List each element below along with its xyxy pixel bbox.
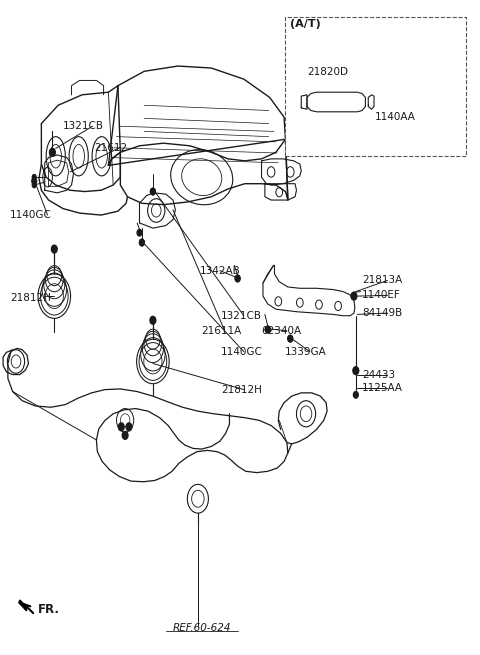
Text: 1140GC: 1140GC [221, 346, 263, 357]
Circle shape [51, 245, 57, 253]
Circle shape [49, 149, 55, 157]
Circle shape [151, 188, 156, 195]
Circle shape [265, 326, 270, 333]
Circle shape [140, 239, 144, 246]
Circle shape [32, 178, 36, 184]
Text: 21813A: 21813A [362, 276, 402, 286]
Text: 62340A: 62340A [262, 326, 301, 336]
Circle shape [351, 293, 356, 299]
Circle shape [119, 423, 124, 431]
Circle shape [235, 275, 240, 282]
Text: 1140GC: 1140GC [10, 210, 52, 220]
Text: 1321CB: 1321CB [221, 310, 262, 321]
Bar [286, 17, 467, 157]
Text: 1321CB: 1321CB [63, 121, 104, 131]
Circle shape [137, 229, 142, 236]
Circle shape [288, 335, 293, 342]
Text: 1140AA: 1140AA [375, 111, 416, 122]
Circle shape [32, 174, 36, 179]
Text: FR.: FR. [38, 603, 60, 616]
Text: 21611A: 21611A [202, 326, 242, 336]
Circle shape [351, 292, 357, 300]
Circle shape [32, 182, 36, 187]
Circle shape [288, 335, 293, 342]
Circle shape [50, 149, 55, 156]
Circle shape [378, 98, 383, 105]
Circle shape [122, 432, 128, 440]
Circle shape [353, 392, 358, 398]
Text: 24433: 24433 [362, 369, 395, 379]
Text: 84149B: 84149B [362, 308, 402, 318]
Circle shape [151, 188, 156, 195]
Text: 1342AB: 1342AB [199, 266, 240, 276]
Text: (A/T): (A/T) [290, 19, 321, 29]
Text: 21812H: 21812H [221, 384, 262, 394]
Text: 1140EF: 1140EF [362, 290, 401, 301]
Circle shape [265, 326, 270, 333]
Text: 1125AA: 1125AA [362, 383, 403, 392]
Circle shape [353, 367, 359, 375]
Text: REF.60-624: REF.60-624 [172, 623, 231, 633]
Circle shape [140, 239, 144, 246]
Circle shape [126, 423, 132, 431]
Circle shape [150, 316, 156, 324]
Circle shape [353, 367, 358, 374]
Circle shape [235, 275, 240, 282]
Text: 1339GA: 1339GA [285, 346, 326, 357]
Polygon shape [19, 600, 27, 610]
Text: 21612: 21612 [94, 143, 127, 153]
Text: 21812H: 21812H [10, 293, 51, 303]
Text: 21820D: 21820D [307, 67, 348, 77]
